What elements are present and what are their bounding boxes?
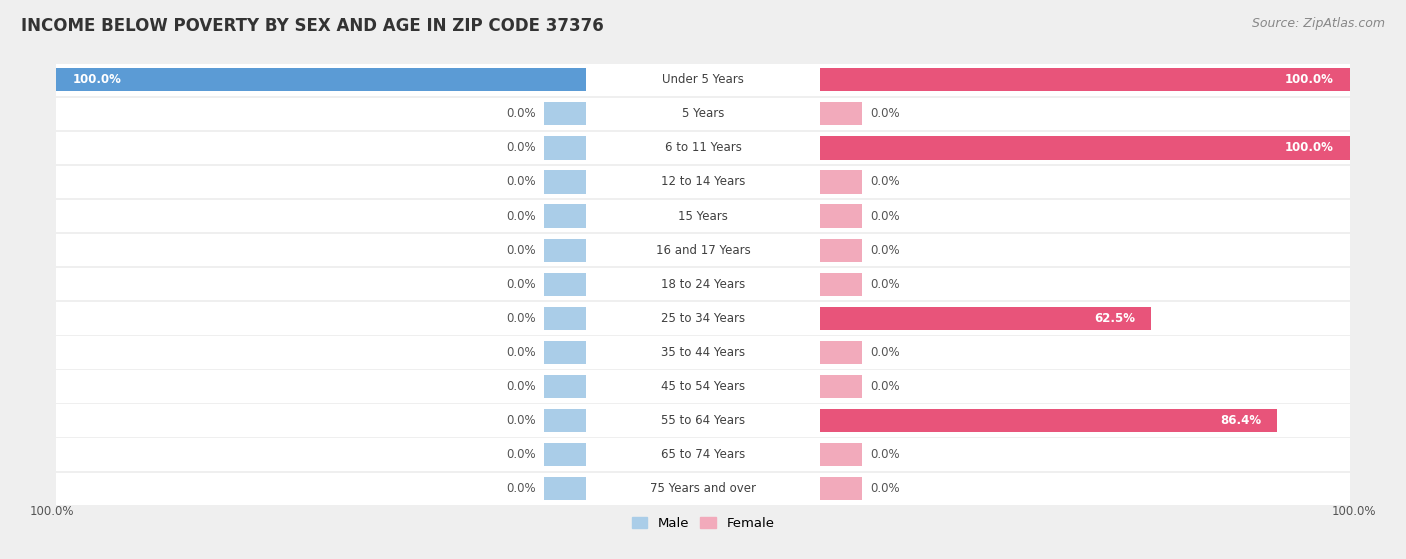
Bar	[544, 136, 586, 159]
Text: 65 to 74 Years: 65 to 74 Years	[661, 448, 745, 461]
Text: 18 to 24 Years: 18 to 24 Years	[661, 278, 745, 291]
Bar	[56, 404, 1350, 437]
Legend: Male, Female: Male, Female	[626, 511, 780, 535]
Bar	[56, 370, 1350, 402]
Text: 0.0%: 0.0%	[870, 210, 900, 222]
Bar	[544, 170, 586, 193]
Bar	[544, 477, 586, 500]
Bar	[56, 166, 1350, 198]
Bar	[56, 472, 1350, 505]
Text: 45 to 54 Years: 45 to 54 Years	[661, 380, 745, 393]
Bar	[56, 438, 1350, 471]
Text: 100.0%: 100.0%	[1285, 141, 1334, 154]
Bar	[544, 68, 586, 91]
Text: 0.0%: 0.0%	[506, 414, 536, 427]
Bar	[56, 234, 1350, 266]
Bar	[56, 132, 1350, 164]
Bar	[544, 205, 586, 228]
Bar	[820, 205, 862, 228]
Text: 5 Years: 5 Years	[682, 107, 724, 120]
Bar	[820, 409, 1278, 432]
Bar	[544, 102, 586, 125]
Text: 100.0%: 100.0%	[1331, 505, 1376, 518]
Text: 0.0%: 0.0%	[506, 210, 536, 222]
Text: 25 to 34 Years: 25 to 34 Years	[661, 312, 745, 325]
Text: 35 to 44 Years: 35 to 44 Years	[661, 346, 745, 359]
Bar	[56, 68, 586, 91]
Bar	[820, 102, 862, 125]
Text: 0.0%: 0.0%	[506, 176, 536, 188]
Bar	[820, 239, 862, 262]
Bar	[820, 68, 1350, 91]
Text: 12 to 14 Years: 12 to 14 Years	[661, 176, 745, 188]
Text: 0.0%: 0.0%	[506, 141, 536, 154]
Bar	[820, 443, 862, 466]
Text: 0.0%: 0.0%	[506, 107, 536, 120]
Text: INCOME BELOW POVERTY BY SEX AND AGE IN ZIP CODE 37376: INCOME BELOW POVERTY BY SEX AND AGE IN Z…	[21, 17, 603, 35]
Bar	[56, 64, 1350, 96]
Text: Source: ZipAtlas.com: Source: ZipAtlas.com	[1251, 17, 1385, 30]
Bar	[820, 307, 1152, 330]
Text: 0.0%: 0.0%	[506, 448, 536, 461]
Text: 0.0%: 0.0%	[870, 176, 900, 188]
Bar	[544, 409, 586, 432]
Text: 62.5%: 62.5%	[1094, 312, 1135, 325]
Bar	[544, 341, 586, 364]
Text: 0.0%: 0.0%	[870, 278, 900, 291]
Bar	[820, 375, 862, 398]
Text: 0.0%: 0.0%	[870, 244, 900, 257]
Text: 0.0%: 0.0%	[506, 244, 536, 257]
Text: Under 5 Years: Under 5 Years	[662, 73, 744, 86]
Text: 0.0%: 0.0%	[506, 482, 536, 495]
Bar	[544, 443, 586, 466]
Text: 16 and 17 Years: 16 and 17 Years	[655, 244, 751, 257]
Text: 0.0%: 0.0%	[506, 346, 536, 359]
Bar	[544, 273, 586, 296]
Text: 100.0%: 100.0%	[30, 505, 75, 518]
Bar	[56, 200, 1350, 233]
Text: 0.0%: 0.0%	[870, 448, 900, 461]
Text: 0.0%: 0.0%	[870, 380, 900, 393]
Bar	[56, 336, 1350, 368]
Bar	[820, 273, 862, 296]
Text: 0.0%: 0.0%	[506, 380, 536, 393]
Bar	[56, 98, 1350, 130]
Text: 100.0%: 100.0%	[72, 73, 121, 86]
Bar	[820, 477, 862, 500]
Bar	[820, 170, 862, 193]
Bar	[820, 136, 1350, 159]
Text: 0.0%: 0.0%	[870, 346, 900, 359]
Text: 15 Years: 15 Years	[678, 210, 728, 222]
Bar	[820, 307, 862, 330]
Text: 0.0%: 0.0%	[870, 482, 900, 495]
Text: 0.0%: 0.0%	[506, 278, 536, 291]
Bar	[544, 307, 586, 330]
Text: 0.0%: 0.0%	[506, 312, 536, 325]
Bar	[820, 136, 862, 159]
Bar	[820, 341, 862, 364]
Bar	[544, 375, 586, 398]
Text: 86.4%: 86.4%	[1220, 414, 1261, 427]
Bar	[544, 239, 586, 262]
Bar	[56, 302, 1350, 334]
Bar	[820, 409, 862, 432]
Text: 75 Years and over: 75 Years and over	[650, 482, 756, 495]
Text: 0.0%: 0.0%	[870, 107, 900, 120]
Text: 55 to 64 Years: 55 to 64 Years	[661, 414, 745, 427]
Bar	[56, 268, 1350, 300]
Text: 6 to 11 Years: 6 to 11 Years	[665, 141, 741, 154]
Text: 100.0%: 100.0%	[1285, 73, 1334, 86]
Bar	[820, 68, 862, 91]
